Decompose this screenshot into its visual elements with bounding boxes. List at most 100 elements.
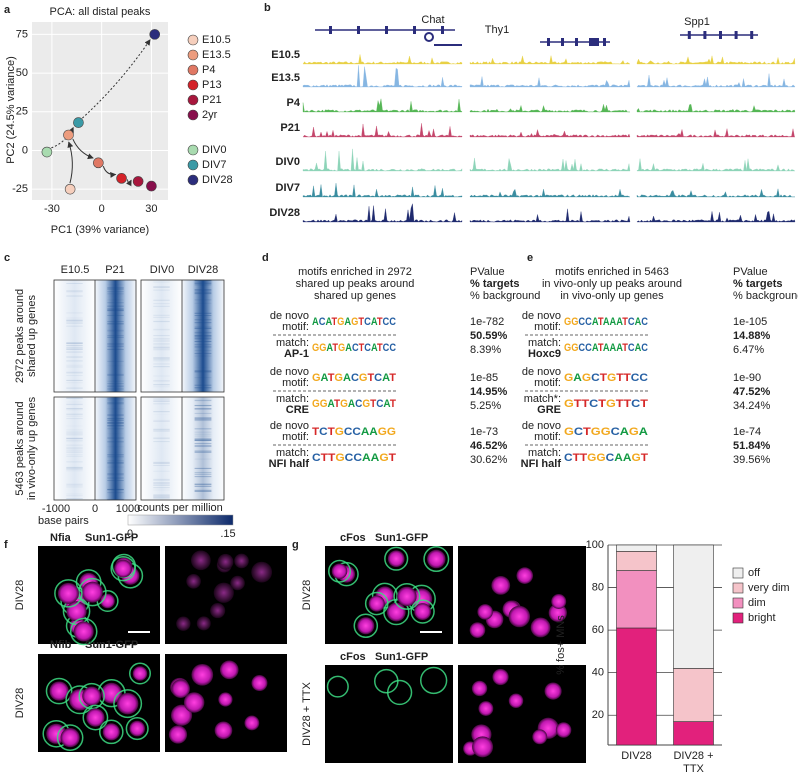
heatmap-streak <box>107 343 124 345</box>
heatmap-streak <box>107 360 124 362</box>
heatmap-streak <box>107 437 124 439</box>
heatmap-streak <box>153 314 170 316</box>
heatmap-streak <box>194 446 212 448</box>
exon <box>329 26 332 34</box>
heatmap-streak <box>107 422 124 424</box>
heatmap-streak <box>194 371 212 373</box>
heatmap-streak <box>195 367 212 368</box>
signal-track <box>302 54 463 65</box>
exon <box>719 31 722 39</box>
heatmap-streak <box>153 496 170 498</box>
motif-row-label: de novo <box>522 310 561 322</box>
point <box>149 29 161 40</box>
motif-pvalue: 1e-85 <box>470 372 498 384</box>
heatmap-streak <box>107 422 124 424</box>
heatmap-streak <box>107 321 124 323</box>
heatmap-row-label: in vivo-only up genes <box>26 396 38 500</box>
heatmap-streak <box>194 292 212 294</box>
heatmap-streak <box>194 439 212 441</box>
heatmap-row-label: 2972 peaks around <box>14 289 26 383</box>
heatmap <box>182 280 224 392</box>
heatmap-streak <box>107 380 124 382</box>
motif-logo: GAGCTGTTCC <box>564 372 648 384</box>
heatmap-streak <box>66 434 83 436</box>
heatmap-streak <box>107 305 124 307</box>
motif-table-header: % background <box>470 290 540 302</box>
heatmap-streak <box>107 414 124 416</box>
heatmap-streak <box>66 401 82 402</box>
motif-logo: GGATGACGTCAT <box>312 398 396 410</box>
motif-table-header: % targets <box>470 278 520 290</box>
heatmap-streak <box>107 418 124 420</box>
nucleus <box>49 681 69 701</box>
x-tick-label: 0 <box>99 203 105 215</box>
motif-pvalue: 1e-74 <box>733 426 761 438</box>
heatmap-streak <box>107 473 124 475</box>
heatmap-streak <box>153 479 170 481</box>
nucleus <box>469 622 486 638</box>
cell <box>78 682 105 710</box>
heatmap-streak <box>194 419 212 421</box>
heatmap-streak <box>66 357 82 358</box>
point <box>93 157 104 169</box>
heatmap-streak <box>66 461 83 463</box>
motif-match-name: NFI half <box>521 458 562 470</box>
heatmap-streak <box>66 317 82 318</box>
heatmap-streak <box>153 335 170 337</box>
heatmap-streak <box>66 353 82 354</box>
cell <box>82 704 109 731</box>
heatmap-streak <box>107 365 123 366</box>
heatmap-streak <box>153 403 170 405</box>
heatmap-streak <box>107 428 124 430</box>
motif-table-header: PValue <box>470 266 505 278</box>
heatmap-streak <box>107 492 124 494</box>
heatmap-streak <box>194 438 212 440</box>
heatmap-streak <box>194 335 212 337</box>
trajectory-arrow <box>82 39 151 119</box>
heatmap-streak <box>66 437 83 439</box>
heatmap-streak <box>66 280 82 281</box>
heatmap-streak <box>107 343 124 345</box>
heatmap-streak <box>194 467 212 469</box>
heatmap <box>95 397 136 500</box>
heatmap-streak <box>153 470 170 472</box>
heatmap-streak <box>66 292 82 293</box>
heatmap-streak <box>194 471 212 473</box>
heatmap-streak <box>194 483 212 485</box>
heatmap-streak <box>194 437 212 439</box>
heatmap-streak <box>66 348 83 350</box>
heatmap-streak <box>153 289 170 291</box>
x-tick-label: DIV28 + TTX <box>673 750 714 775</box>
heatmap-streak <box>194 350 212 352</box>
trajectory-arrow <box>67 141 74 184</box>
motif-table-title: motifs enriched in 5463 <box>555 266 669 278</box>
heatmap-streak <box>153 494 170 496</box>
nucleus <box>234 553 249 569</box>
bar-segment <box>673 544 714 669</box>
heatmap-streak <box>194 431 212 433</box>
signal-track <box>636 128 796 138</box>
track-label: DIV28 <box>269 207 300 219</box>
colorbar <box>127 514 234 526</box>
point <box>73 117 84 128</box>
trajectory-arrow <box>51 126 74 149</box>
motif-row-label: match*: <box>524 393 561 405</box>
heatmap-streak <box>153 299 170 301</box>
heatmap-streak <box>194 312 212 314</box>
heatmap-streak <box>107 480 124 482</box>
nucleus <box>214 721 233 740</box>
heatmap-streak <box>66 348 83 350</box>
heatmap-streak <box>107 477 124 479</box>
panel-letter: g <box>292 539 299 551</box>
motif-match-name: CRE <box>286 404 309 416</box>
heatmap-streak <box>107 373 124 375</box>
cell <box>129 662 151 685</box>
bar-segment <box>616 544 657 552</box>
bar-segment <box>616 570 657 629</box>
heatmap-streak <box>194 282 212 284</box>
motif-row-label: motif: <box>534 431 561 443</box>
heatmap-streak <box>66 397 83 399</box>
nucleus <box>100 593 115 609</box>
colorbar-tick: .15 <box>220 528 235 540</box>
heatmap-streak <box>153 494 170 496</box>
